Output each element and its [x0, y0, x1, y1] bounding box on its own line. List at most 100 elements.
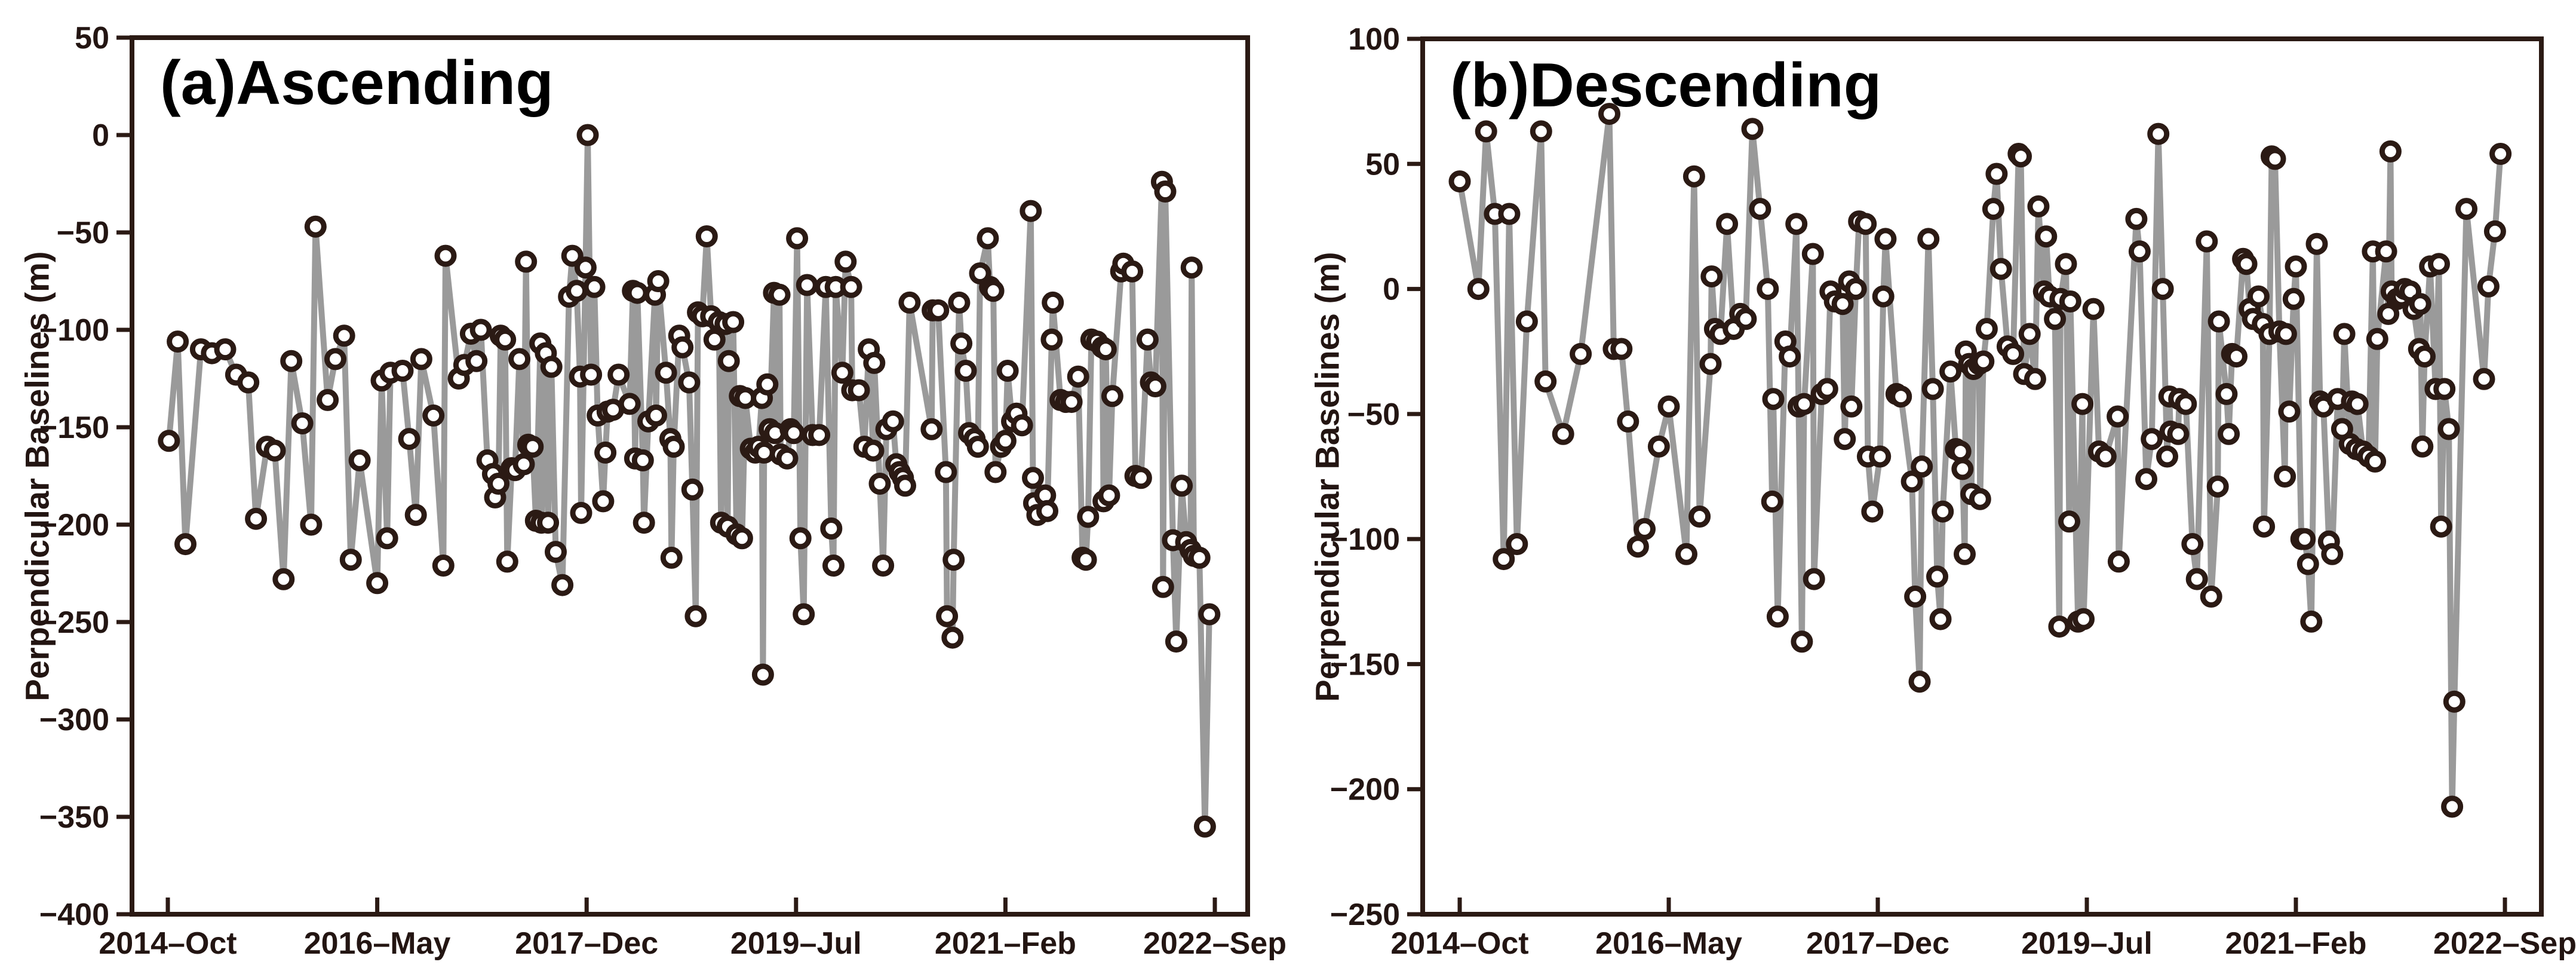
y-tick-label: −100	[39, 313, 109, 348]
data-point-marker	[1534, 370, 1557, 393]
data-point-marker	[237, 371, 260, 394]
data-point-marker	[551, 574, 574, 596]
data-point-marker	[545, 541, 567, 563]
data-point-marker	[751, 663, 774, 686]
data-point-marker	[1766, 605, 1789, 628]
data-point-marker	[1904, 585, 1927, 608]
x-tick-label: 2016–May	[1595, 926, 1742, 961]
data-point-marker	[1467, 278, 1490, 301]
data-point-marker	[996, 360, 1019, 382]
data-point-marker	[662, 436, 685, 458]
data-point-marker	[2125, 207, 2148, 230]
data-point-marker	[1699, 353, 1722, 375]
data-point-marker	[1969, 488, 1991, 510]
data-point-marker	[831, 362, 853, 384]
data-point-marker	[1515, 310, 1538, 333]
data-point-marker	[1890, 385, 1912, 408]
data-point-marker	[618, 393, 641, 415]
data-point-marker	[872, 555, 895, 577]
data-point-marker	[158, 430, 180, 452]
data-point-marker	[1067, 365, 1089, 388]
data-point-marker	[537, 511, 560, 534]
data-point-marker	[2411, 435, 2434, 458]
data-point-marker	[994, 430, 1017, 452]
data-point-marker	[2082, 298, 2105, 320]
data-point-marker	[1060, 391, 1083, 414]
data-point-marker	[2141, 428, 2163, 451]
data-point-marker	[2409, 293, 2431, 316]
data-point-marker	[2094, 445, 2117, 468]
data-point-marker	[1094, 338, 1117, 361]
data-point-marker	[882, 410, 904, 433]
data-point-marker	[1077, 506, 1100, 528]
data-point-marker	[1647, 435, 1670, 458]
data-point-marker	[796, 274, 818, 296]
data-point-marker	[1911, 455, 1933, 478]
data-point-marker	[1074, 549, 1097, 571]
data-point-marker	[950, 332, 973, 355]
data-point-marker	[1688, 506, 1711, 528]
data-point-marker	[280, 350, 303, 372]
y-tick-label: 50	[1365, 147, 1400, 182]
data-point-marker	[2274, 323, 2297, 345]
data-point-marker	[789, 527, 812, 550]
y-tick-label: −250	[1330, 898, 1400, 932]
data-point-marker	[2274, 465, 2296, 488]
data-point-marker	[2218, 422, 2240, 445]
data-point-marker	[487, 473, 510, 495]
data-point-marker	[1626, 535, 1649, 558]
data-point-marker	[645, 404, 667, 427]
data-point-marker	[2253, 515, 2276, 538]
data-point-marker	[2048, 615, 2071, 638]
data-point-marker	[756, 373, 779, 396]
data-point-marker	[1682, 165, 1705, 188]
y-tick-label: −50	[1347, 397, 1400, 432]
x-tick-label: 2022–Sep	[2433, 926, 2576, 961]
data-point-marker	[512, 453, 535, 476]
data-point-marker	[1570, 342, 1592, 365]
data-point-marker	[1022, 467, 1044, 489]
data-point-marker	[2235, 253, 2258, 275]
y-tick-label: −400	[39, 898, 109, 932]
y-tick-label: −100	[1330, 522, 1400, 557]
data-point-marker	[1165, 630, 1187, 653]
data-point-marker	[494, 328, 517, 351]
data-point-marker	[465, 350, 488, 372]
data-point-marker	[300, 513, 323, 536]
data-point-marker	[722, 311, 745, 333]
data-point-marker	[2441, 795, 2464, 818]
data-point-marker	[898, 291, 921, 314]
plot-frame	[1420, 36, 2544, 917]
data-point-marker	[1020, 200, 1042, 222]
data-point-marker	[496, 550, 518, 573]
data-point-marker	[2333, 323, 2356, 345]
data-point-marker	[1734, 308, 1757, 330]
data-point-marker	[1791, 630, 1813, 653]
data-point-marker	[348, 449, 371, 471]
data-point-marker	[1972, 350, 1995, 373]
data-point-marker	[2044, 308, 2067, 330]
data-point-marker	[1779, 345, 1801, 368]
data-point-marker	[942, 549, 965, 571]
data-point-marker	[2483, 220, 2506, 243]
data-point-marker	[2282, 287, 2305, 310]
data-point-marker	[1874, 228, 1897, 250]
data-point-marker	[434, 244, 457, 267]
data-point-marker	[263, 439, 286, 462]
data-point-marker	[2247, 285, 2270, 308]
data-point-marker	[2477, 275, 2500, 298]
data-point-marker	[982, 280, 1005, 302]
data-point-marker	[1831, 293, 1854, 316]
data-point-marker	[1793, 393, 1816, 415]
data-point-marker	[398, 428, 420, 451]
data-point-marker	[2437, 418, 2460, 440]
data-point-marker	[840, 275, 862, 298]
data-point-marker	[1757, 278, 1779, 301]
x-tick-label: 2021–Feb	[2225, 926, 2366, 961]
data-point-marker	[304, 215, 327, 238]
y-tick-label: −200	[1330, 773, 1400, 807]
data-point-marker	[333, 324, 355, 347]
data-point-marker	[1861, 500, 1884, 523]
data-point-marker	[834, 250, 857, 273]
plot-frame	[130, 35, 1250, 917]
